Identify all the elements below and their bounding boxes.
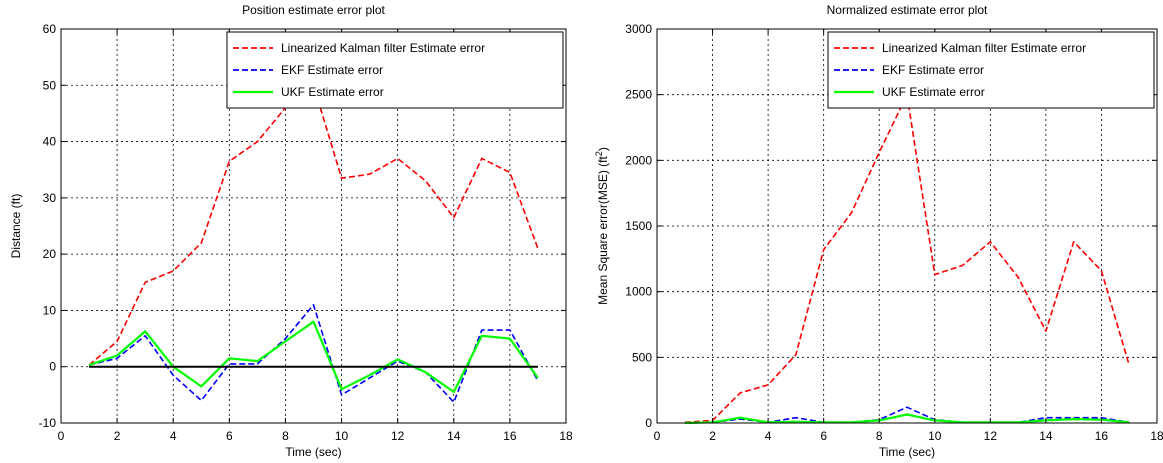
pos-x-tick-label: 16 bbox=[503, 429, 517, 443]
pos-y-tick-label: 0 bbox=[49, 360, 56, 374]
pos-y-tick-label: 60 bbox=[43, 22, 57, 36]
pos-axes-frame bbox=[60, 28, 567, 424]
pos-x-tick-label: 18 bbox=[559, 429, 573, 443]
norm-y-tick-label: 1000 bbox=[625, 285, 652, 299]
pos-series-line-2 bbox=[88, 320, 539, 394]
pos-x-tick-label: 14 bbox=[447, 429, 461, 443]
normalized-error-chart: 0 2 4 6 8 10 12 14 16 18 0 500 1000 1500 2000 2500 3000 N… bbox=[594, 3, 1163, 459]
norm-x-tick-label: 4 bbox=[765, 429, 772, 443]
norm-x-axis-label: Time (sec) bbox=[879, 445, 935, 459]
norm-x-tick-label: 10 bbox=[928, 429, 942, 443]
pos-x-tick-label: 8 bbox=[282, 429, 289, 443]
pos-y-tick-label: 10 bbox=[43, 303, 57, 317]
pos-x-tick-label: 2 bbox=[114, 429, 121, 443]
norm-legend-label-0: Linearized Kalman filter Estimate error bbox=[882, 41, 1086, 55]
pos-x-tick-label: 6 bbox=[226, 429, 233, 443]
pos-x-tick-label: 12 bbox=[391, 429, 405, 443]
norm-y-tick-label: 2000 bbox=[625, 153, 652, 167]
norm-legend-box bbox=[827, 31, 1155, 109]
pos-legend-label-2: UKF Estimate error bbox=[281, 85, 384, 99]
norm-chart-title: Normalized estimate error plot bbox=[827, 3, 988, 17]
norm-x-tick-label: 6 bbox=[820, 429, 827, 443]
norm-y-axis-label: Mean Square error(MSE) (ft2) bbox=[594, 147, 610, 305]
pos-x-tick-label: 0 bbox=[58, 429, 65, 443]
norm-y-tick-label: 2500 bbox=[625, 88, 652, 102]
pos-x-axis-label: Time (sec) bbox=[285, 445, 341, 459]
pos-series-line-1 bbox=[88, 303, 539, 404]
pos-y-axis-label: Distance (ft) bbox=[9, 194, 23, 259]
norm-legend: Linearized Kalman filter Estimate error E… bbox=[827, 31, 1155, 109]
norm-x-tick-label: 14 bbox=[1039, 429, 1053, 443]
norm-x-tick-label: 2 bbox=[709, 429, 716, 443]
norm-y-tick-label: 500 bbox=[632, 350, 652, 364]
pos-x-tick-label: 10 bbox=[335, 429, 349, 443]
pos-y-tick-label: 20 bbox=[43, 247, 57, 261]
pos-legend: Linearized Kalman filter Estimate error E… bbox=[226, 31, 564, 109]
norm-series-line-2 bbox=[684, 413, 1130, 425]
norm-x-tick-label: 0 bbox=[654, 429, 661, 443]
position-error-chart: 0 2 4 6 8 10 12 14 16 18-100102030405060Position … bbox=[9, 3, 573, 459]
norm-x-tick-label: 18 bbox=[1150, 429, 1163, 443]
pos-y-tick-label: -10 bbox=[39, 416, 57, 430]
pos-y-tick-label: 40 bbox=[43, 135, 57, 149]
pos-y-tick-label: 30 bbox=[43, 191, 57, 205]
norm-x-tick-label: 12 bbox=[984, 429, 998, 443]
norm-legend-label-1: EKF Estimate error bbox=[882, 63, 984, 77]
norm-y-tick-label: 0 bbox=[645, 416, 652, 430]
pos-chart-title: Position estimate error plot bbox=[242, 3, 385, 17]
norm-x-tick-label: 16 bbox=[1095, 429, 1109, 443]
pos-x-tick-label: 4 bbox=[170, 429, 177, 443]
norm-legend-label-2: UKF Estimate error bbox=[882, 85, 985, 99]
pos-legend-label-0: Linearized Kalman filter Estimate error bbox=[281, 41, 485, 55]
norm-y-tick-label: 1500 bbox=[625, 219, 652, 233]
pos-legend-label-1: EKF Estimate error bbox=[281, 63, 383, 77]
norm-x-tick-label: 8 bbox=[876, 429, 883, 443]
pos-legend-box bbox=[226, 31, 564, 109]
pos-y-tick-label: 50 bbox=[43, 78, 57, 92]
norm-series-line-0 bbox=[684, 93, 1130, 424]
norm-y-tick-label: 3000 bbox=[625, 22, 652, 36]
